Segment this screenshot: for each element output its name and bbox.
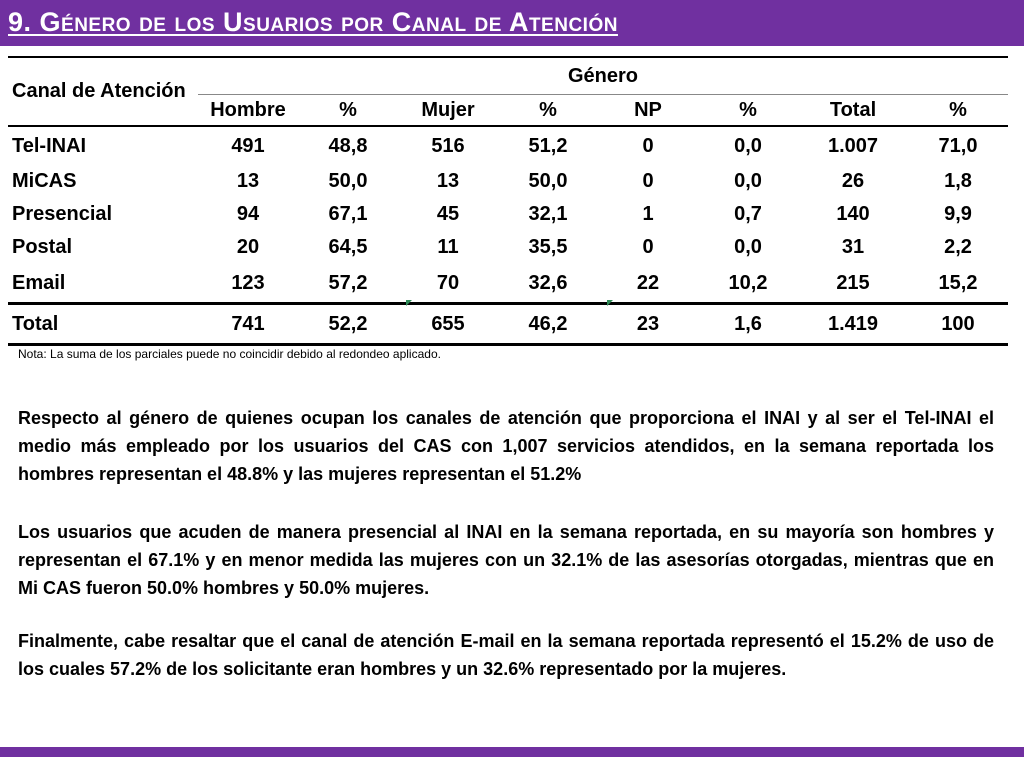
table-header-row-2: Hombre % Mujer % NP % Total % [8,94,1008,127]
paragraph-presencial: Los usuarios que acuden de manera presen… [18,522,994,598]
table-cell: 48,8 [328,134,368,157]
table-cell: 64,5 [328,236,368,258]
table-cell: 45 [436,203,460,225]
column-header: % [908,94,1008,127]
bottom-bar [0,747,1024,757]
gender-table-container: Canal de Atención Género Hombre % Mujer … [8,56,1008,346]
total-cell: 23 [598,302,698,346]
table-cell: 215 [836,271,870,294]
table-cell: 0 [642,134,654,157]
table-cell: 0 [642,170,654,192]
column-header: % [498,94,598,127]
table-note: Nota: La suma de los parciales puede no … [18,347,441,361]
table-cell: 70 [436,271,460,294]
table-cell: 57,2 [328,271,368,294]
table-cell: 71,0 [938,134,978,157]
table-cell: 9,9 [944,203,972,225]
row-label: MiCAS [12,170,77,192]
paragraph-tel-inai: Respecto al género de quienes ocupan los… [18,408,994,484]
table-cell: 32,6 [528,271,568,294]
column-header: % [298,94,398,127]
table-cell: 32,1 [528,203,568,225]
total-cell: 1,6 [698,302,798,346]
table-cell: 516 [431,134,465,157]
table-header-row-1: Canal de Atención Género [8,56,1008,127]
table-cell: 11 [437,236,459,258]
column-header: NP [598,94,698,127]
table-row: MiCAS 13 50,0 13 50,0 0 0,0 26 1,8 [8,165,1008,198]
gender-by-channel-table: Canal de Atención Género Hombre % Mujer … [8,56,1008,346]
table-cell: 10,2 [728,271,768,294]
table-cell: 20 [236,236,260,258]
page-title: 9. Género de los Usuarios por Canal de A… [8,7,618,37]
total-row: Total 741 52,2 655 46,2 23 1,6 1.419 100 [8,302,1008,346]
canal-header: Canal de Atención [8,56,198,127]
column-header: Total [798,94,908,127]
title-bar: 9. Género de los Usuarios por Canal de A… [0,0,1024,46]
table-cell: 0,7 [734,203,762,225]
row-label: Presencial [12,203,113,225]
total-cell: 52,2 [298,302,398,346]
table-cell: 50,0 [328,170,368,192]
total-cell: 741 [198,302,298,346]
paragraph-email: Finalmente, cabe resaltar que el canal d… [18,631,994,679]
table-cell: 31 [841,236,865,258]
total-cell: 46,2 [498,302,598,346]
table-cell: 13 [236,170,260,192]
table-cell: 22 [636,271,660,294]
table-cell: 51,2 [528,134,568,157]
column-header: % [698,94,798,127]
total-cell: 100 [908,302,1008,346]
table-cell: 15,2 [938,271,978,294]
table-cell: 1 [642,203,654,225]
genero-header: Género [198,56,1008,95]
cell-comment-marker-icon [607,300,613,306]
table-cell: 491 [231,134,265,157]
table-cell: 13 [436,170,460,192]
table-cell: 140 [836,203,870,225]
table-cell: 67,1 [328,203,368,225]
table-cell: 94 [236,203,260,225]
table-row: Tel-INAI 491 48,8 516 51,2 0 0,0 1.007 7… [8,126,1008,165]
row-label: Email [12,271,66,294]
total-cell: 1.419 [798,302,908,346]
column-header: Hombre [198,94,298,127]
table-row: Presencial 94 67,1 45 32,1 1 0,7 140 9,9 [8,198,1008,231]
table-cell: 2,2 [944,236,972,258]
cell-comment-marker-icon [406,300,412,306]
table-cell: 0,0 [734,134,762,157]
row-label: Postal [12,236,73,258]
column-header: Mujer [398,94,498,127]
table-row: Postal 20 64,5 11 35,5 0 0,0 31 2,2 [8,231,1008,264]
table-cell: 123 [231,271,265,294]
table-cell: 0,0 [734,236,762,258]
table-cell: 0 [642,236,654,258]
table-cell: 35,5 [528,236,568,258]
table-cell: 26 [841,170,865,192]
total-label: Total [8,302,198,346]
table-cell: 1.007 [827,134,879,157]
total-cell: 655 [398,302,498,346]
table-cell: 0,0 [734,170,762,192]
table-cell: 50,0 [528,170,568,192]
table-cell: 1,8 [944,170,972,192]
row-label: Tel-INAI [12,134,87,157]
table-row: Email 123 57,2 70 32,6 22 10,2 215 15,2 [8,264,1008,304]
